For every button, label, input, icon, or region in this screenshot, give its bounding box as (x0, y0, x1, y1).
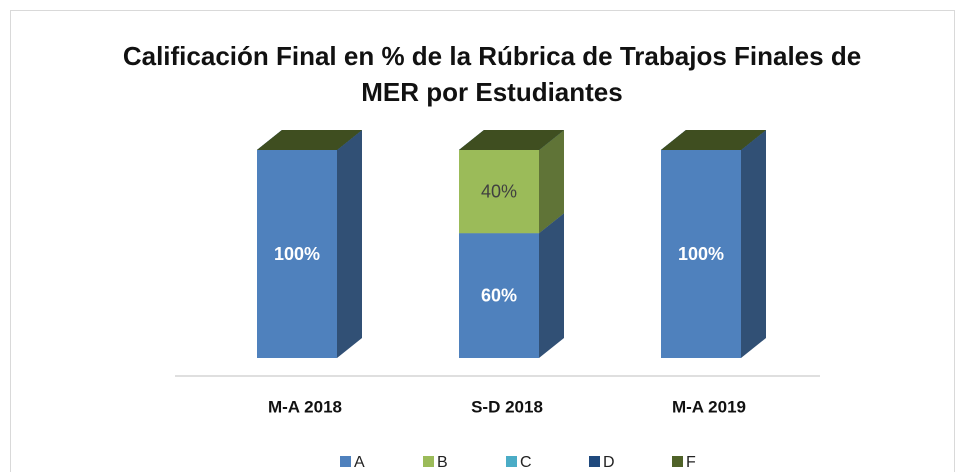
bar-front (459, 233, 539, 358)
bar-front (459, 150, 539, 234)
legend-swatch (423, 456, 434, 467)
legend-swatch (506, 456, 517, 467)
bar-front (257, 150, 337, 358)
legend-swatch (672, 456, 683, 467)
data-label: 40% (481, 181, 517, 201)
legend-label: D (603, 454, 615, 471)
legend-label: A (354, 454, 365, 471)
x-tick-label: S-D 2018 (471, 397, 543, 416)
bar-side (741, 130, 766, 358)
bar-side (337, 130, 362, 358)
bar-top (257, 130, 362, 150)
legend-label: B (437, 454, 448, 471)
data-label: 100% (678, 244, 724, 264)
legend-label: F (686, 454, 696, 471)
chart-title: Calificación Final en % de la Rúbrica de… (122, 41, 862, 107)
data-label: 100% (274, 244, 320, 264)
bar-front (661, 150, 741, 358)
bar-top (459, 130, 564, 150)
legend-swatch (340, 456, 351, 467)
legend-label: C (520, 454, 532, 471)
bar-top (661, 130, 766, 150)
data-label: 60% (481, 285, 517, 305)
bar-side (539, 130, 564, 234)
x-tick-label: M-A 2018 (268, 397, 342, 416)
x-tick-label: M-A 2019 (672, 397, 746, 416)
chart-frame (10, 10, 955, 472)
bar-side (539, 213, 564, 358)
legend-swatch (589, 456, 600, 467)
